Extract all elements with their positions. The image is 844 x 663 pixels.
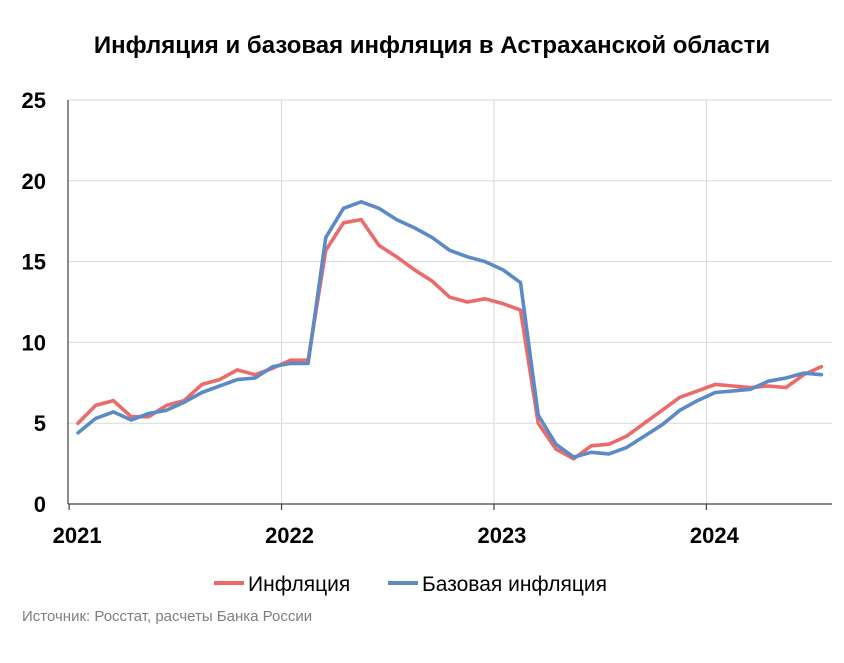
legend-label-inflation: Инфляция xyxy=(248,573,350,596)
y-tick-label: 25 xyxy=(22,88,46,113)
legend-item-core-inflation: Базовая инфляция xyxy=(388,573,607,596)
source-note: Источник: Росстат, расчеты Банка России xyxy=(22,608,312,625)
grid xyxy=(68,99,832,504)
x-axis-ticks: 2021 2022 2023 2024 xyxy=(53,504,740,548)
y-tick-label: 20 xyxy=(22,169,46,194)
legend-item-inflation: Инфляция xyxy=(214,573,350,596)
y-axis-ticks: 0 5 10 15 20 25 xyxy=(22,88,46,517)
y-tick-label: 10 xyxy=(22,330,46,355)
y-tick-label: 0 xyxy=(34,492,46,517)
chart-title: Инфляция и базовая инфляция в Астраханск… xyxy=(94,32,770,59)
y-tick-label: 15 xyxy=(22,250,46,275)
series-line-core-inflation xyxy=(76,200,824,459)
series-line-inflation xyxy=(76,217,824,461)
series-lines xyxy=(76,200,824,461)
x-tick-label: 2024 xyxy=(690,523,740,548)
legend: Инфляция Базовая инфляция xyxy=(214,573,607,596)
x-tick-label: 2023 xyxy=(477,523,526,548)
y-tick-label: 5 xyxy=(34,411,46,436)
x-tick-label: 2022 xyxy=(265,523,314,548)
legend-label-core-inflation: Базовая инфляция xyxy=(422,573,607,596)
x-tick-label: 2021 xyxy=(53,523,102,548)
